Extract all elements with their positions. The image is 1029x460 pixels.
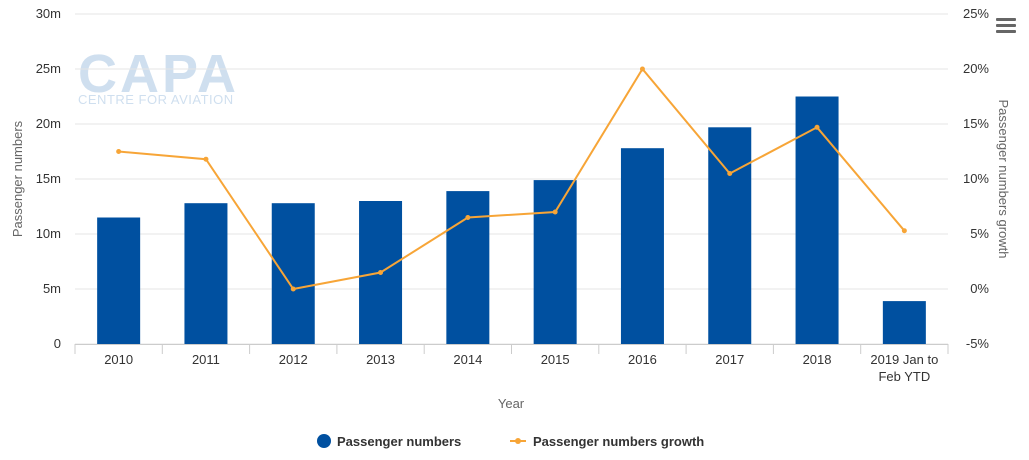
x-axis-ticks: 2010 2011 2012 2013 2014 2015 2016 2017 2018 2019… — [74, 344, 949, 384]
line-point[interactable] — [203, 156, 209, 162]
y-right-tick-label: 0% — [970, 281, 989, 296]
y-tick-label: 15m — [36, 171, 61, 186]
bar[interactable] — [882, 301, 926, 344]
right-axis-ticks: -5% 0% 5% 10% 15% 20% 25% — [963, 6, 989, 351]
line-point[interactable] — [901, 228, 907, 234]
menu-bar — [996, 18, 1016, 21]
y-right-tick-label: -5% — [966, 336, 990, 351]
line-point[interactable] — [378, 270, 384, 275]
x-tick-label: 2015 — [541, 352, 570, 367]
x-tick-label: 2018 — [803, 352, 832, 367]
y-tick-label: 25m — [36, 61, 61, 76]
x-tick-label: 2014 — [453, 352, 482, 367]
line-point[interactable] — [465, 215, 471, 220]
x-axis-title: Year — [498, 396, 525, 411]
y-tick-label: 0 — [54, 336, 61, 351]
y-tick-label: 5m — [43, 281, 61, 296]
bar[interactable] — [97, 217, 141, 345]
bar[interactable] — [184, 203, 228, 344]
line-point[interactable] — [727, 171, 733, 176]
menu-bar — [996, 24, 1016, 27]
y-right-tick-label: 25% — [963, 6, 989, 21]
legend-item-bars[interactable]: Passenger numbers — [317, 434, 461, 449]
x-tick-label: 2010 — [104, 352, 133, 367]
y-tick-label: 20m — [36, 116, 61, 131]
bar[interactable] — [533, 180, 577, 344]
line-point[interactable] — [639, 66, 645, 72]
y-right-tick-label: 20% — [963, 61, 989, 76]
chart-menu-icon[interactable] — [996, 18, 1016, 36]
legend-line-dot — [515, 438, 521, 444]
bar[interactable] — [708, 127, 752, 344]
y-tick-label: 30m — [36, 6, 61, 21]
x-tick-label: 2017 — [715, 352, 744, 367]
watermark-brand: CAPA — [78, 44, 239, 104]
watermark-tagline: CENTRE FOR AVIATION — [78, 92, 234, 107]
legend-line-label: Passenger numbers growth — [533, 434, 704, 449]
x-tick-label: Feb YTD — [878, 369, 930, 384]
line-point[interactable] — [290, 286, 296, 292]
bar[interactable] — [446, 191, 490, 344]
legend-item-line[interactable]: Passenger numbers growth — [510, 434, 704, 449]
watermark-logo: CAPA CENTRE FOR AVIATION — [78, 44, 239, 107]
y-axis-title: Passenger numbers — [10, 120, 25, 237]
x-tick-label: 2019 Jan to — [870, 352, 938, 367]
legend-bar-label: Passenger numbers — [337, 434, 461, 449]
x-tick-label: 2011 — [192, 352, 220, 367]
line-point[interactable] — [552, 209, 558, 215]
line-point[interactable] — [116, 149, 122, 154]
y-axis-right-title: Passenger numbers growth — [996, 100, 1011, 259]
bar[interactable] — [795, 96, 839, 345]
bar[interactable] — [271, 203, 315, 344]
bar[interactable] — [620, 148, 664, 344]
line-point[interactable] — [814, 124, 820, 130]
y-right-tick-label: 15% — [963, 116, 989, 131]
x-tick-label: 2013 — [366, 352, 395, 367]
line-series[interactable] — [116, 66, 907, 292]
y-tick-label: 10m — [36, 226, 61, 241]
left-axis-ticks: 0 5m 10m 15m 20m 25m 30m — [36, 6, 61, 351]
x-tick-label: 2012 — [279, 352, 308, 367]
growth-line — [118, 67, 906, 291]
x-tick-label: 2016 — [628, 352, 657, 367]
y-right-tick-label: 5% — [970, 226, 989, 241]
legend: Passenger numbers Passenger numbers grow… — [317, 434, 704, 449]
menu-bar — [996, 30, 1016, 33]
y-right-tick-label: 10% — [963, 171, 989, 186]
legend-bar-marker — [317, 434, 331, 448]
bar-series[interactable] — [97, 96, 926, 345]
